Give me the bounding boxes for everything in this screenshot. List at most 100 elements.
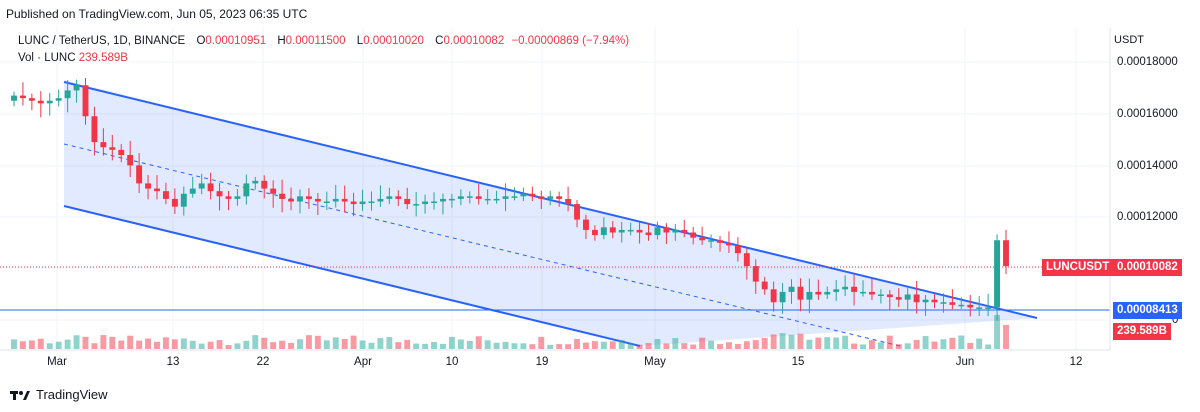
volume-bar: [332, 337, 339, 349]
candle-body: [243, 183, 250, 197]
candle-body: [752, 266, 759, 282]
volume-bar: [654, 339, 661, 349]
volume-bar: [314, 335, 321, 349]
time-tick: 13: [166, 356, 180, 368]
volume-bar: [690, 344, 697, 349]
candle-body: [645, 232, 652, 236]
volume-bar: [958, 335, 965, 349]
candle-body: [663, 227, 670, 233]
price-tick: 0.00016000: [1117, 108, 1178, 120]
volume-bar: [37, 338, 44, 349]
volume-bar: [431, 341, 437, 349]
candle-body: [252, 180, 259, 184]
candle-body: [717, 240, 723, 243]
candle-body: [189, 188, 196, 194]
volume-bar: [663, 343, 670, 349]
candle-body: [699, 237, 706, 241]
volume-bar: [19, 341, 26, 349]
volume-bar: [779, 333, 786, 349]
candle-body: [922, 299, 929, 303]
candle-body: [547, 196, 554, 199]
volume-bar: [1003, 325, 1009, 349]
volume-bar: [583, 342, 589, 349]
volume-bar: [100, 335, 107, 349]
volume-bar: [699, 337, 706, 349]
time-tick: Jun: [955, 356, 975, 368]
candle-body: [877, 294, 884, 296]
channel-lower-line: [63, 205, 641, 347]
volume-bar: [895, 344, 902, 349]
candle-body: [681, 229, 688, 233]
volume-bar: [350, 335, 357, 349]
legend-symbol[interactable]: LUNC / TetherUS, 1D, BINANCE: [18, 35, 186, 47]
time-tick: May: [644, 356, 666, 368]
candle-body: [690, 232, 697, 238]
candle-body: [109, 147, 116, 150]
last-price-tag: 0.00010082: [1113, 259, 1182, 276]
candle-body: [457, 196, 464, 199]
candle-body: [136, 165, 143, 184]
candle-body: [565, 198, 572, 205]
volume-bar: [243, 340, 250, 349]
volume-bar: [726, 342, 732, 349]
candle-body: [761, 281, 768, 290]
candle-body: [198, 183, 205, 189]
volume-bar: [904, 343, 911, 349]
volume-bar: [717, 344, 723, 349]
candle-body: [493, 198, 500, 201]
volume-bar: [73, 335, 80, 349]
candle-body: [100, 142, 107, 148]
candle-body: [91, 116, 98, 143]
candle-body: [779, 291, 786, 303]
candle-body: [234, 196, 241, 199]
candle-body: [288, 198, 294, 202]
candle-body: [529, 193, 536, 197]
volume-bar: [395, 342, 402, 349]
volume-bar: [55, 341, 62, 349]
volume-bar: [940, 339, 947, 349]
footer-brand[interactable]: TradingView: [10, 387, 108, 402]
candle-body: [154, 188, 160, 192]
candle-body: [341, 198, 348, 202]
candle-body: [448, 198, 455, 201]
legend-low-label: L: [356, 35, 364, 47]
volume-bar: [162, 337, 169, 349]
volume-bar: [404, 339, 411, 349]
legend-close-label: C: [435, 35, 444, 47]
candle-body: [824, 291, 831, 295]
candle-body: [949, 302, 956, 305]
volume-bar: [154, 341, 160, 349]
candle-body: [976, 307, 983, 309]
volume-bar: [868, 340, 875, 349]
volume-bar: [842, 335, 849, 349]
volume-bar: [806, 339, 813, 349]
volume-bar: [82, 336, 89, 349]
price-axis-currency: USDT: [1114, 34, 1144, 46]
volume-bar: [877, 342, 884, 349]
candle-body: [332, 198, 339, 202]
volume-bar: [761, 337, 768, 349]
volume-bar: [207, 341, 214, 349]
legend-open-value: 0.00010951: [205, 35, 267, 47]
volume-bar: [985, 344, 992, 349]
volume-bar: [860, 344, 866, 349]
volume-bar: [824, 337, 831, 349]
candles: [11, 77, 1009, 321]
volume-bar: [967, 342, 974, 349]
volume-bar: [734, 344, 741, 349]
candle-body: [591, 229, 598, 236]
volume-bar: [234, 343, 241, 349]
candle-body: [726, 242, 732, 246]
volume-bar: [11, 339, 17, 349]
candle-body: [395, 196, 402, 199]
candle-body: [833, 289, 840, 292]
time-tick: 15: [791, 356, 805, 368]
volume-bar: [797, 333, 804, 349]
candle-body: [654, 227, 661, 236]
legend-change: −0.00000869 (−7.94%): [511, 35, 630, 47]
volume-bar: [91, 343, 98, 349]
volume-bar: [672, 338, 679, 349]
candle-body: [279, 193, 286, 199]
candle-body: [609, 227, 616, 233]
